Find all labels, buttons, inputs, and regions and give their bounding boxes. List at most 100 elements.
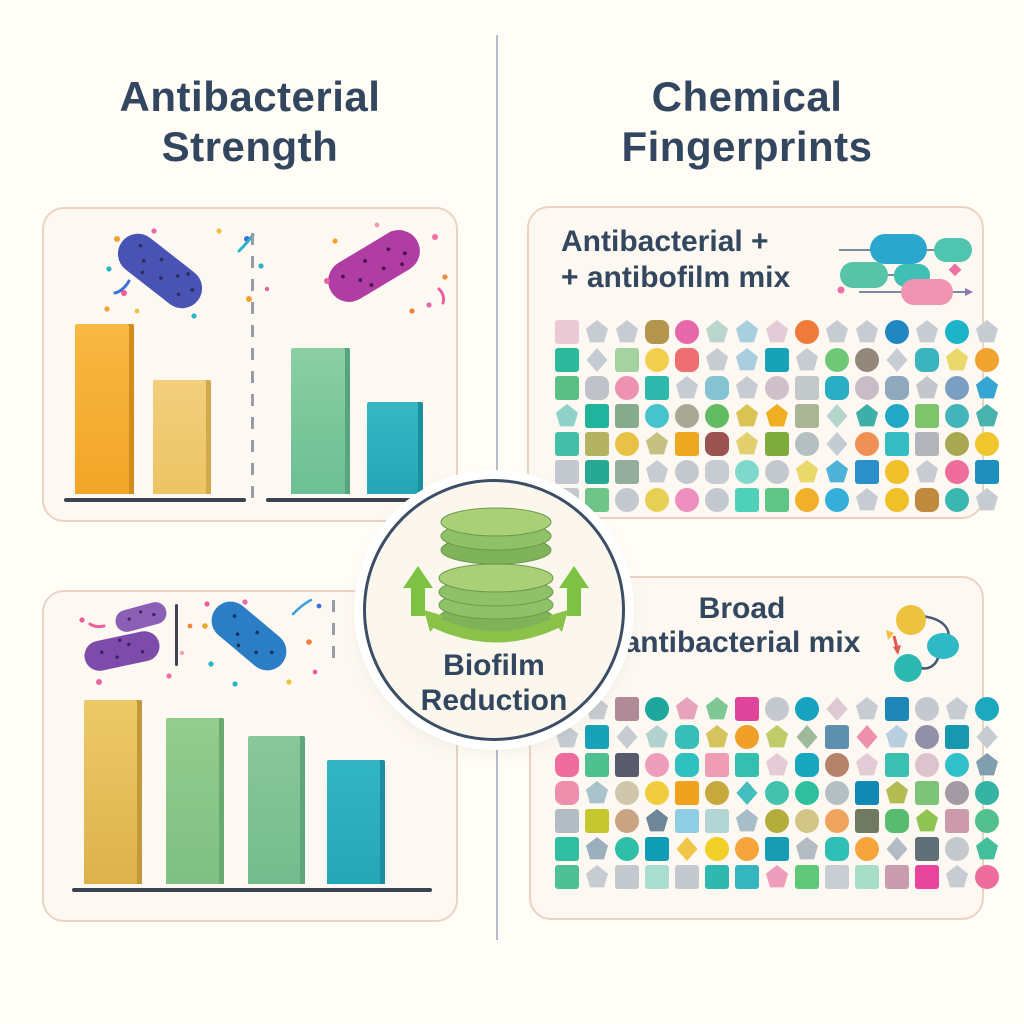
fingerprint-cell bbox=[615, 865, 639, 889]
fingerprint-cell bbox=[795, 460, 819, 483]
fingerprint-cell bbox=[735, 865, 759, 889]
fingerprint-cell bbox=[885, 697, 909, 721]
fingerprint-cell bbox=[975, 781, 999, 805]
fingerprint-cell bbox=[765, 432, 789, 456]
fingerprint-cell bbox=[826, 432, 848, 456]
fingerprint-cell bbox=[555, 348, 579, 372]
fingerprint-cell bbox=[765, 865, 789, 888]
fingerprint-cell bbox=[675, 809, 699, 833]
fingerprint-cell bbox=[915, 348, 939, 372]
right-title-line1: Chemical bbox=[651, 73, 843, 120]
fingerprint-cell bbox=[825, 753, 849, 777]
fingerprint-cell bbox=[675, 348, 699, 372]
fingerprint-cell bbox=[555, 320, 579, 344]
fingerprint-cell bbox=[735, 404, 759, 427]
fingerprint-cell bbox=[765, 460, 789, 484]
fingerprint-cell bbox=[675, 488, 699, 512]
fingerprint-cell bbox=[645, 865, 669, 889]
fingerprint-cell bbox=[615, 320, 639, 343]
fingerprint-cell bbox=[765, 376, 789, 400]
fingerprint-cell bbox=[855, 865, 879, 889]
fingerprint-cell bbox=[795, 809, 819, 833]
right-title-line2: Fingerprints bbox=[621, 123, 873, 170]
fingerprint-cell bbox=[885, 725, 909, 748]
fingerprint-cell bbox=[855, 432, 879, 456]
fingerprint-cell bbox=[825, 460, 849, 483]
fingerprint-cell bbox=[555, 376, 579, 400]
fingerprint-cell bbox=[675, 753, 699, 777]
fingerprint-cell bbox=[945, 488, 969, 512]
fingerprint-cell bbox=[615, 348, 639, 372]
fingerprint-cell bbox=[675, 432, 699, 456]
fingerprint-cell bbox=[945, 865, 969, 888]
fingerprint-cell bbox=[825, 320, 849, 343]
fingerprint-cell bbox=[735, 376, 759, 399]
fingerprint-cell bbox=[885, 809, 909, 833]
fingerprint-cell bbox=[585, 320, 609, 343]
bar bbox=[248, 736, 305, 884]
fingerprint-cell bbox=[796, 725, 818, 749]
fingerprint-cell bbox=[915, 488, 939, 512]
header-line1: Broad bbox=[698, 592, 786, 625]
fingerprint-cell bbox=[616, 725, 638, 749]
panel-fingerprint-broad: Broad antibacterial mix bbox=[529, 576, 999, 920]
fingerprint-cell bbox=[825, 837, 849, 861]
fingerprint-cell bbox=[585, 376, 609, 400]
fingerprint-cell bbox=[886, 348, 908, 372]
fingerprint-cell bbox=[736, 781, 758, 805]
fingerprint-cell bbox=[825, 348, 849, 372]
badge-line1: Biofilm bbox=[443, 649, 545, 682]
fingerprint-cell bbox=[826, 404, 848, 428]
badge-line2: Reduction bbox=[420, 684, 568, 717]
fingerprint-cell bbox=[735, 460, 759, 484]
fingerprint-cell bbox=[855, 488, 879, 511]
fingerprint-cell bbox=[645, 376, 669, 400]
fingerprint-cell bbox=[735, 809, 759, 832]
fingerprint-cell bbox=[675, 376, 699, 399]
fingerprint-cell bbox=[885, 753, 909, 777]
fingerprint-cell bbox=[585, 781, 609, 804]
fingerprint-cell bbox=[945, 809, 969, 833]
fingerprint-cell bbox=[765, 348, 789, 372]
panel-antibacterial-strength-top bbox=[42, 207, 458, 522]
fingerprint-cell bbox=[765, 404, 789, 427]
fingerprint-cell bbox=[885, 376, 909, 400]
fingerprint-cell bbox=[915, 837, 939, 861]
fingerprint-cell bbox=[765, 320, 789, 343]
biofilm-reduction-badge: Biofilm Reduction bbox=[363, 479, 625, 741]
panel-fingerprint-antibiofilm: Antibacterial + + antibofilm mix bbox=[527, 206, 999, 519]
fingerprint-cell bbox=[855, 320, 879, 343]
strain-separator-dashed bbox=[251, 233, 254, 505]
fingerprint-cell bbox=[915, 753, 939, 777]
fingerprint-cell bbox=[555, 837, 579, 861]
fingerprint-cell bbox=[945, 460, 969, 484]
fingerprint-cell bbox=[615, 781, 639, 805]
fingerprint-cell bbox=[645, 432, 669, 455]
fingerprint-cell bbox=[645, 809, 669, 832]
blue-bacterium-icon bbox=[202, 598, 322, 687]
fingerprint-cell bbox=[585, 488, 609, 512]
bar bbox=[291, 348, 350, 494]
fingerprint-cell bbox=[825, 809, 849, 833]
biofilm-reduction-label: Biofilm Reduction bbox=[366, 648, 622, 718]
bar bbox=[367, 402, 423, 494]
fingerprint-cell bbox=[855, 837, 879, 861]
axis-baseline-left bbox=[64, 498, 246, 502]
fingerprint-cell bbox=[675, 320, 699, 344]
fingerprint-cell bbox=[765, 697, 789, 721]
fingerprint-cell bbox=[645, 697, 669, 721]
fingerprint-cell bbox=[825, 488, 849, 512]
fingerprint-cell bbox=[765, 781, 789, 805]
fingerprint-cell bbox=[645, 320, 669, 344]
fingerprint-cell bbox=[705, 488, 729, 512]
fingerprint-cell bbox=[975, 865, 999, 889]
fingerprint-cell bbox=[735, 488, 759, 512]
bacteria-separator-dashed bbox=[332, 600, 335, 664]
fingerprint-cell bbox=[645, 753, 669, 777]
fingerprint-grid-top bbox=[555, 320, 999, 512]
fingerprint-cell bbox=[555, 753, 579, 777]
fingerprint-cell bbox=[915, 460, 939, 483]
fingerprint-cell bbox=[705, 725, 729, 748]
fingerprint-cell bbox=[705, 320, 729, 343]
